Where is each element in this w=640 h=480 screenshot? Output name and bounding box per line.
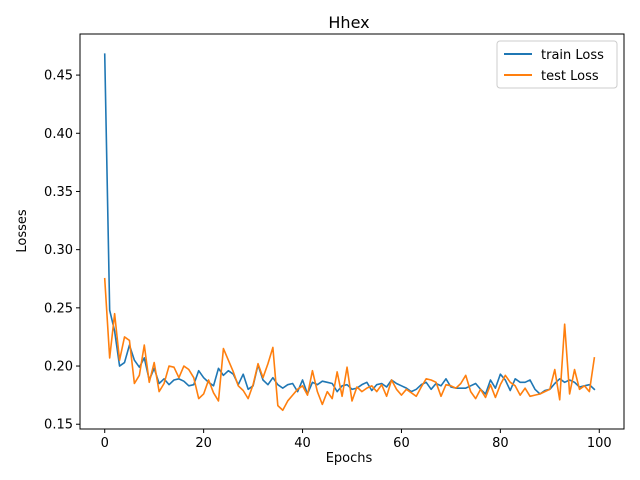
y-tick-label: 0.40 (44, 127, 73, 142)
legend-box (496, 40, 618, 89)
legend: train Loss test Loss (496, 40, 618, 89)
x-tick-label: 0 (101, 436, 109, 451)
y-tick-label: 0.25 (44, 301, 73, 316)
chart-title: Hhex (328, 13, 369, 32)
legend-label-train-loss: train Loss (541, 48, 604, 63)
y-tick-label: 0.45 (44, 69, 73, 84)
x-tick-label: 80 (492, 436, 509, 451)
x-tick-label: 20 (195, 436, 212, 451)
x-axis-label: Epochs (326, 451, 373, 466)
y-axis: 0.15 0.20 0.25 0.30 0.35 0.40 0.45 (44, 69, 80, 433)
x-tick-label: 40 (294, 436, 311, 451)
legend-label-test-loss: test Loss (541, 69, 599, 84)
y-tick-label: 0.30 (44, 243, 73, 258)
x-axis: 0 20 40 60 80 100 (101, 429, 612, 451)
y-axis-label: Losses (15, 209, 30, 253)
y-tick-label: 0.20 (44, 360, 73, 375)
axes-frame (79, 33, 625, 430)
x-tick-label: 60 (393, 436, 410, 451)
series-line-test-loss (103, 277, 596, 412)
series-line-train-loss (103, 53, 596, 395)
y-tick-label: 0.35 (44, 185, 73, 200)
plot-area (103, 53, 596, 412)
x-tick-label: 100 (587, 436, 612, 451)
y-tick-label: 0.15 (44, 418, 73, 433)
